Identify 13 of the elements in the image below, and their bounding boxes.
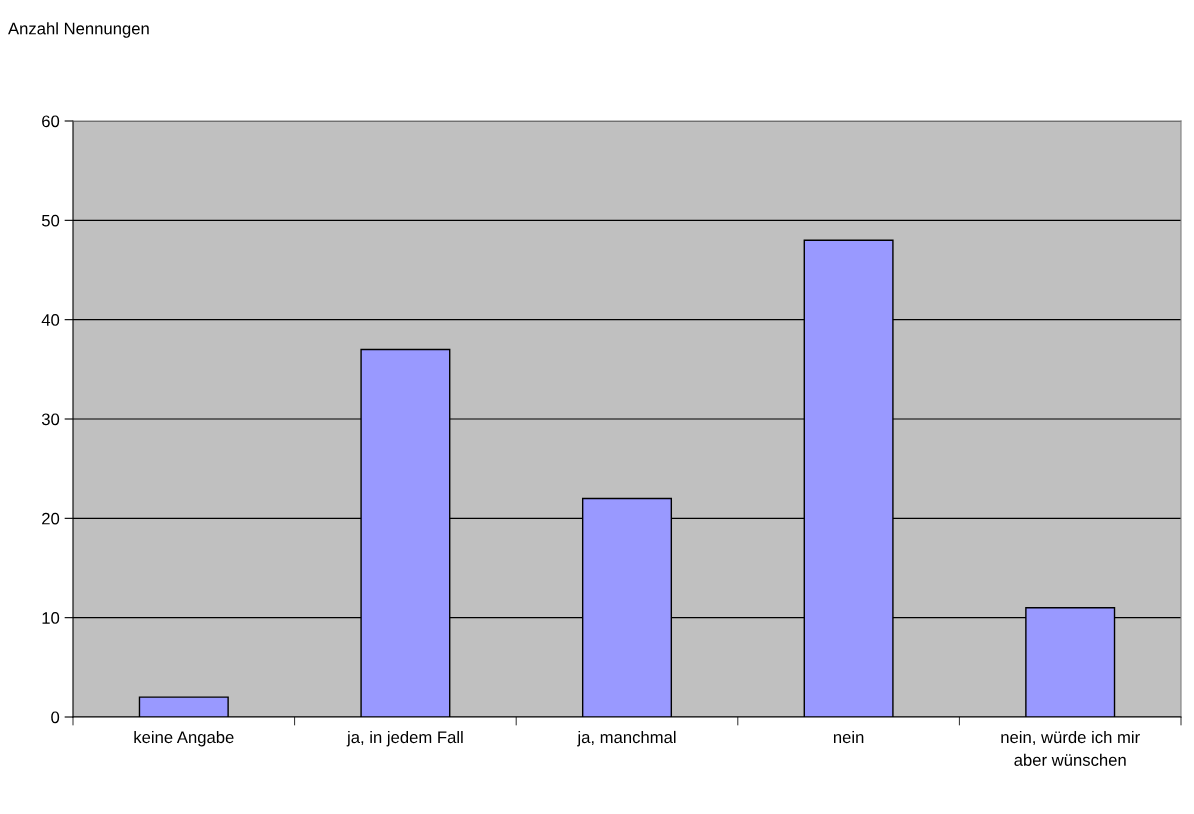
- x-tick-label: keine Angabe: [134, 730, 234, 747]
- x-tick-label: ja, manchmal: [577, 730, 676, 747]
- y-tick-label: 0: [51, 711, 60, 724]
- x-tick-label: ja, in jedem Fall: [346, 730, 463, 747]
- y-axis-title: Anzahl Nennungen: [8, 22, 149, 38]
- y-tick-label: 30: [41, 413, 60, 426]
- x-tick-label: nein, würde ich mir aber wünschen: [1001, 730, 1140, 766]
- x-tick-label: nein: [833, 730, 864, 744]
- y-tick-label: 40: [41, 314, 60, 326]
- y-tick-label: 60: [42, 115, 60, 128]
- y-tick-label: 50: [41, 214, 60, 227]
- y-tick-label: 20: [42, 512, 60, 525]
- y-tick-label: 10: [42, 612, 60, 624]
